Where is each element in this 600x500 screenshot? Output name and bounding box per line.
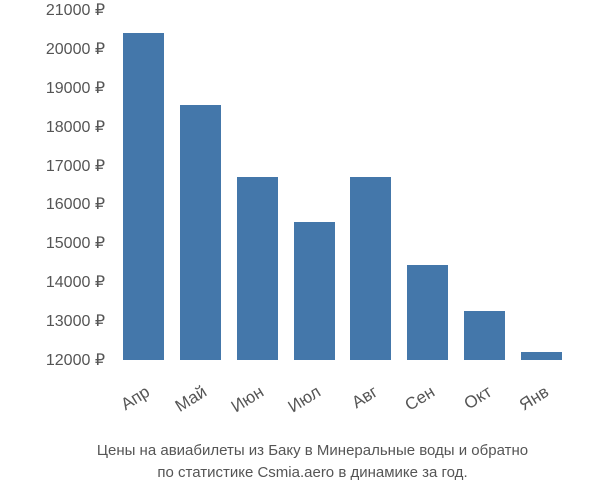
x-tick-label: Июн <box>228 382 268 417</box>
y-tick-label: 13000 ₽ <box>46 311 105 331</box>
price-chart: 12000 ₽ 13000 ₽ 14000 ₽ 15000 ₽ 16000 ₽ 17000… <box>0 0 600 500</box>
caption-line: Цены на авиабилеты из Баку в Минеральные… <box>35 440 590 462</box>
bar <box>180 105 221 360</box>
x-tick-label: Авг <box>348 382 381 413</box>
x-tick-label: Май <box>172 382 211 417</box>
x-tick-label: Окт <box>460 382 495 414</box>
x-tick-label: Июл <box>285 382 325 417</box>
bar <box>521 352 562 360</box>
x-axis: Апр Май Июн Июл Авг Сен Окт Янв <box>115 360 570 430</box>
bar <box>464 311 505 360</box>
x-tick-label: Янв <box>516 382 553 415</box>
y-tick-label: 19000 ₽ <box>46 78 105 98</box>
y-tick-label: 15000 ₽ <box>46 233 105 253</box>
x-tick-label: Апр <box>118 382 154 415</box>
y-tick-label: 21000 ₽ <box>46 0 105 20</box>
y-tick-label: 16000 ₽ <box>46 194 105 214</box>
bar <box>294 222 335 360</box>
y-tick-label: 17000 ₽ <box>46 156 105 176</box>
bars-layer <box>115 10 570 360</box>
bar <box>237 177 278 360</box>
caption-line: по статистике Csmia.aero в динамике за г… <box>35 462 590 484</box>
x-tick-label: Сен <box>401 382 438 415</box>
bar <box>350 177 391 360</box>
chart-caption: Цены на авиабилеты из Баку в Минеральные… <box>35 440 590 484</box>
bar <box>407 265 448 360</box>
y-axis: 12000 ₽13000 ₽14000 ₽15000 ₽16000 ₽17000… <box>0 10 105 360</box>
y-tick-label: 12000 ₽ <box>46 350 105 370</box>
bar <box>123 33 164 360</box>
y-tick-label: 20000 ₽ <box>46 39 105 59</box>
y-tick-label: 14000 ₽ <box>46 272 105 292</box>
y-tick-label: 18000 ₽ <box>46 117 105 137</box>
plot-area <box>115 10 570 360</box>
